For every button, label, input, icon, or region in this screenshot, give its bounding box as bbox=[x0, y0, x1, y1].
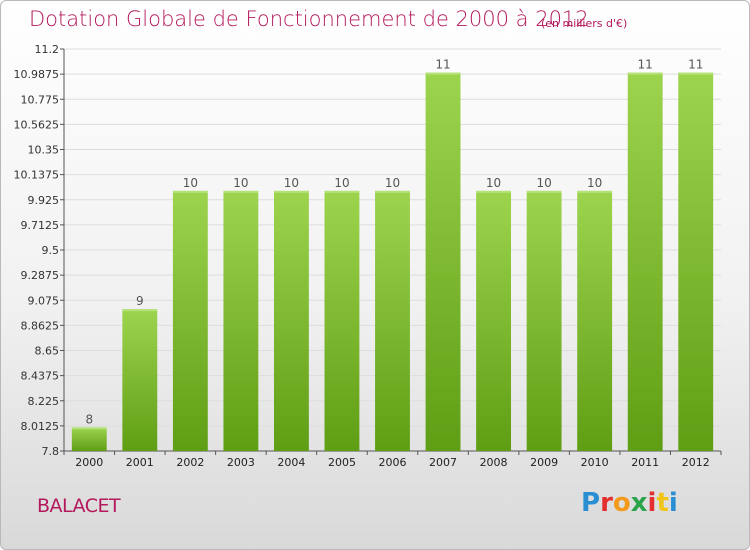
y-tick-label: 8.8625 bbox=[21, 319, 60, 332]
bar-highlight bbox=[122, 309, 158, 312]
bar-2001 bbox=[122, 309, 158, 451]
commune-name: BALACET bbox=[37, 495, 121, 517]
bar-2004 bbox=[273, 190, 309, 451]
y-tick-label: 8.65 bbox=[35, 345, 60, 358]
bar-highlight bbox=[627, 72, 663, 75]
x-tick-label: 2002 bbox=[176, 456, 204, 469]
data-label: 8 bbox=[85, 412, 93, 426]
bar-highlight bbox=[577, 190, 613, 193]
x-tick-label: 2006 bbox=[379, 456, 407, 469]
bar-2011 bbox=[627, 72, 663, 451]
y-tick-label: 8.225 bbox=[28, 395, 60, 408]
data-label: 10 bbox=[486, 176, 501, 190]
bar-highlight bbox=[375, 190, 410, 193]
y-tick-label: 8.0125 bbox=[21, 420, 60, 433]
bar-2008 bbox=[476, 190, 512, 451]
y-tick-label: 10.9875 bbox=[14, 68, 60, 81]
x-tick-label: 2004 bbox=[277, 456, 305, 469]
y-tick-label: 10.1375 bbox=[14, 169, 60, 182]
bar-2010 bbox=[577, 190, 613, 451]
data-label: 11 bbox=[688, 58, 703, 72]
x-tick-label: 2003 bbox=[227, 456, 255, 469]
y-tick-label: 10.5625 bbox=[14, 118, 60, 131]
bar-highlight bbox=[526, 190, 562, 193]
bar-2012 bbox=[678, 72, 714, 451]
bars bbox=[71, 72, 714, 451]
proxiti-logo: Proxiti bbox=[581, 488, 678, 518]
x-tick-label: 2010 bbox=[581, 456, 609, 469]
x-tick-label: 2001 bbox=[126, 456, 154, 469]
x-tick-label: 2007 bbox=[429, 456, 457, 469]
y-tick-label: 9.7125 bbox=[21, 219, 60, 232]
bar-2007 bbox=[425, 72, 461, 451]
bar-highlight bbox=[273, 190, 309, 193]
x-tick-label: 2005 bbox=[328, 456, 356, 469]
bar-highlight bbox=[678, 72, 714, 75]
y-tick-label: 10.775 bbox=[21, 93, 60, 106]
y-tick-label: 9.075 bbox=[28, 294, 60, 307]
x-tick-label: 2011 bbox=[631, 456, 659, 469]
bar-2003 bbox=[223, 190, 259, 451]
y-tick-label: 11.2 bbox=[35, 43, 60, 56]
y-tick-label: 9.925 bbox=[28, 194, 60, 207]
bar-2009 bbox=[526, 190, 562, 451]
chart-subtitle: (en milliers d'€) bbox=[541, 17, 628, 30]
bar-highlight bbox=[324, 190, 360, 193]
bar-highlight bbox=[476, 190, 512, 193]
bar-2005 bbox=[324, 190, 360, 451]
data-label: 11 bbox=[435, 58, 450, 72]
data-label: 10 bbox=[587, 176, 602, 190]
labels: 7.8 8.0125 8.225 8.4375 8.65 8.8625 9.075 9.287… bbox=[14, 43, 710, 469]
bar-highlight bbox=[71, 427, 107, 430]
bar-highlight bbox=[172, 190, 208, 193]
bar-highlight bbox=[223, 190, 259, 193]
bar-2000 bbox=[71, 427, 107, 451]
y-tick-label: 8.4375 bbox=[21, 370, 60, 383]
bar-2006 bbox=[375, 190, 410, 451]
chart-title: Dotation Globale de Fonctionnement de 20… bbox=[29, 7, 589, 31]
x-tick-label: 2009 bbox=[530, 456, 558, 469]
data-label: 10 bbox=[536, 176, 551, 190]
data-label: 10 bbox=[334, 176, 349, 190]
y-tick-label: 7.8 bbox=[42, 445, 60, 458]
y-tick-label: 9.2875 bbox=[21, 269, 60, 282]
data-label: 10 bbox=[233, 176, 248, 190]
data-label: 10 bbox=[284, 176, 299, 190]
y-tick-label: 9.5 bbox=[42, 244, 60, 257]
x-tick-label: 2000 bbox=[75, 456, 103, 469]
data-label: 9 bbox=[136, 294, 144, 308]
bar-highlight bbox=[425, 72, 461, 75]
bar-2002 bbox=[172, 190, 208, 451]
data-label: 10 bbox=[183, 176, 198, 190]
x-tick-label: 2008 bbox=[480, 456, 508, 469]
x-tick-label: 2012 bbox=[682, 456, 710, 469]
y-tick-label: 10.35 bbox=[28, 144, 60, 157]
data-label: 11 bbox=[638, 58, 653, 72]
data-label: 10 bbox=[385, 176, 400, 190]
